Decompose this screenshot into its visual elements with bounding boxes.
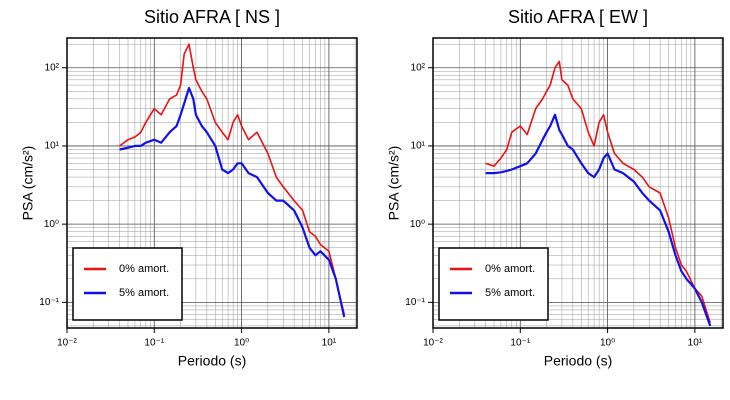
y-tick-label: 10²: [45, 62, 60, 73]
series-line: [119, 43, 345, 315]
legend-label: 0% amort.: [119, 263, 169, 275]
panel: Sitio AFRA [ EW ] 10⁻² 10⁻¹ 10⁰ 10¹ 10⁻¹ 10⁰ 10…: [386, 7, 724, 369]
legend-box: [72, 247, 183, 321]
plot-frame: [66, 37, 358, 329]
legend-label: 5% amort.: [119, 287, 169, 299]
x-tick-label: 10⁻¹: [510, 338, 530, 349]
y-tick-label: 10⁻¹: [405, 297, 425, 308]
series-line: [485, 113, 712, 327]
x-tick-label: 10⁰: [234, 338, 249, 349]
chart-title: Sitio AFRA [ NS ]: [144, 7, 280, 27]
x-axis-label: Periodo (s): [544, 353, 612, 369]
y-tick-label: 10¹: [45, 141, 60, 152]
y-tick-label: 10⁰: [44, 219, 59, 230]
y-axis-label: PSA (cm/s²): [20, 146, 36, 221]
y-axis-label: PSA (cm/s²): [386, 146, 402, 221]
x-tick-label: 10⁻¹: [144, 338, 164, 349]
plot-frame: [432, 37, 724, 329]
y-tick-label: 10⁰: [410, 219, 425, 230]
legend-label: 5% amort.: [485, 287, 535, 299]
y-tick-label: 10⁻¹: [39, 297, 59, 308]
panel: Sitio AFRA [ NS ] 10⁻² 10⁻¹ 10⁰ 10¹ 10⁻¹ 10⁰ 10…: [20, 7, 358, 369]
chart-title: Sitio AFRA [ EW ]: [508, 7, 648, 27]
series-line: [485, 60, 711, 323]
x-tick-label: 10¹: [322, 338, 337, 349]
x-tick-label: 10¹: [688, 338, 703, 349]
legend-label: 0% amort.: [485, 263, 535, 275]
x-tick-label: 10⁻²: [423, 338, 443, 349]
series-line: [119, 86, 346, 318]
legend-box: [438, 247, 549, 321]
x-tick-label: 10⁻²: [57, 338, 77, 349]
x-tick-label: 10⁰: [600, 338, 615, 349]
y-tick-label: 10¹: [411, 141, 426, 152]
y-tick-label: 10²: [411, 62, 426, 73]
x-axis-label: Periodo (s): [178, 353, 246, 369]
